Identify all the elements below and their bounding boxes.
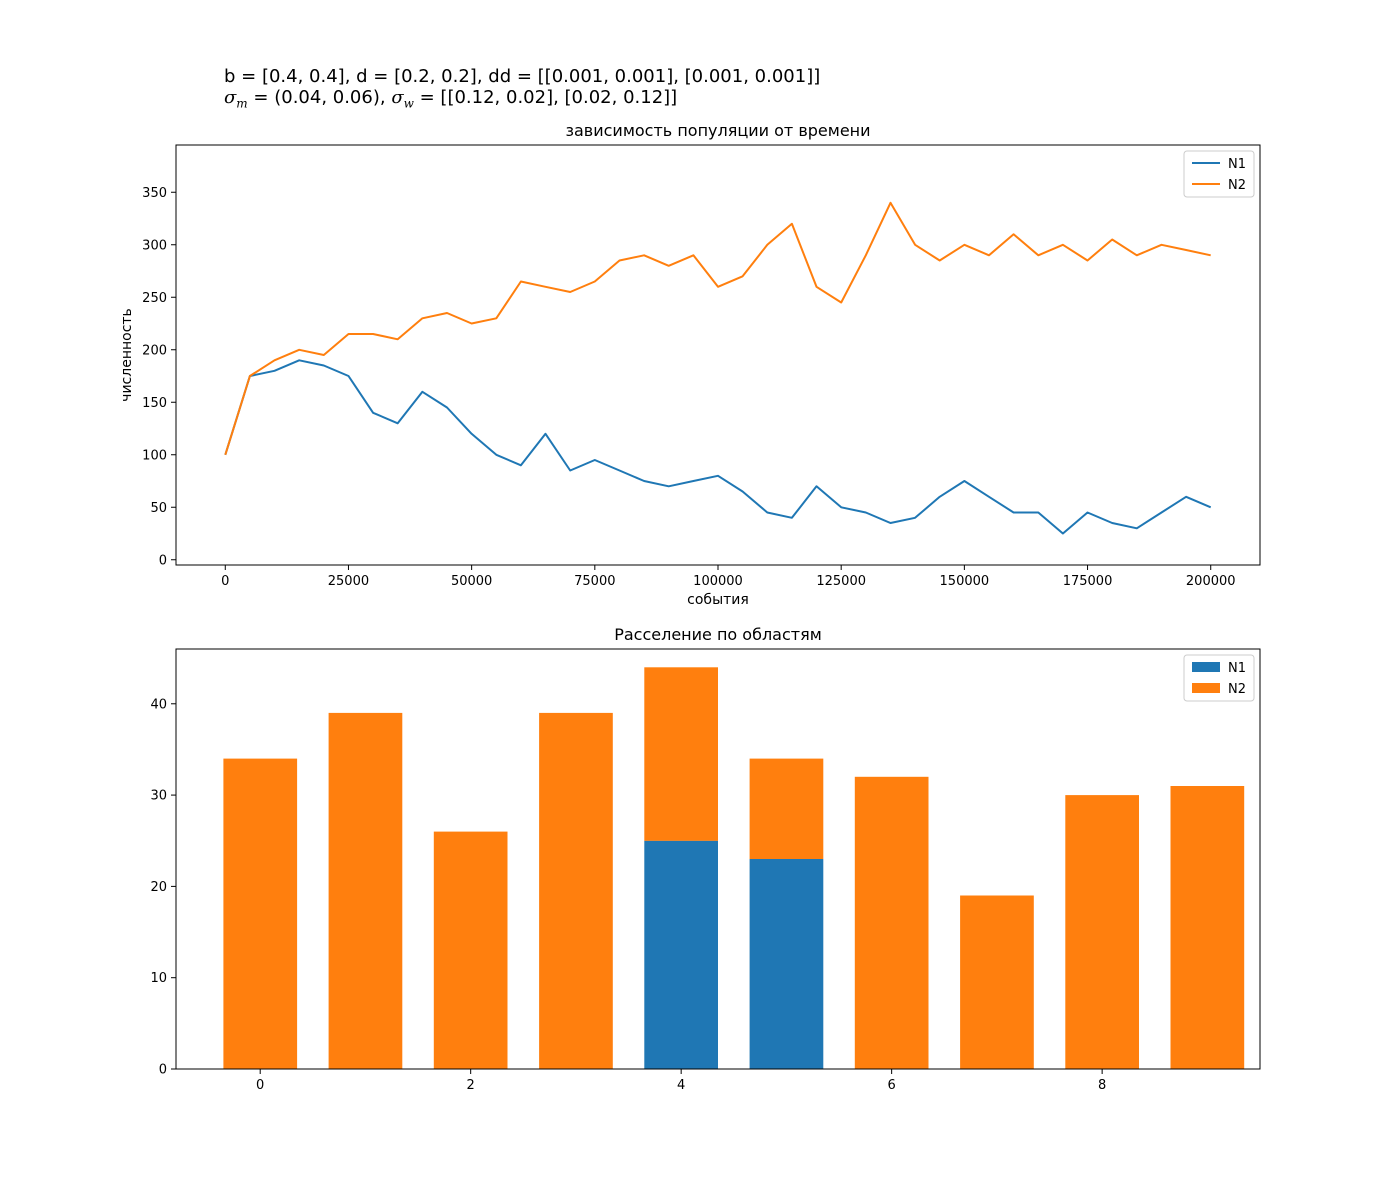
y-tick-label: 30 <box>150 789 167 804</box>
legend-label-n1: N1 <box>1228 157 1246 172</box>
x-tick-label: 175000 <box>1063 574 1113 589</box>
chart-title: Расселение по областям <box>614 625 822 644</box>
sigma-line: σm = (0.04, 0.06), σw = [[0.12, 0.02], [… <box>224 87 678 111</box>
series-line-n1 <box>224 359 1212 535</box>
x-tick-label: 0 <box>221 574 229 589</box>
y-tick-label: 10 <box>150 971 167 986</box>
bar-n1 <box>749 859 824 1069</box>
bar-n2 <box>1065 795 1139 1069</box>
x-tick-label: 150000 <box>940 574 990 589</box>
sigma-m-value: (0.04, 0.06), <box>274 87 392 108</box>
figure-header: b = [0.4, 0.4], d = [0.2, 0.2], dd = [[0… <box>224 66 820 115</box>
x-axis-label: события <box>687 592 749 608</box>
line-chart: зависимость популяции от времени 0 25000 50… <box>119 121 1261 608</box>
sigma-w-value: [[0.12, 0.02], [0.02, 0.12]] <box>440 87 678 108</box>
y-tick-label: 50 <box>150 501 167 516</box>
y-tick-label: 40 <box>150 697 167 712</box>
bar-n2 <box>644 667 718 841</box>
x-tick-label: 125000 <box>816 574 866 589</box>
bar-chart: Расселение по областям 0 2 4 6 8 0 10 20 30 40 N1 N2 <box>150 625 1261 1093</box>
y-tick-label: 150 <box>142 396 167 411</box>
x-tick-label: 8 <box>1098 1078 1106 1093</box>
bar-n2 <box>328 712 403 1069</box>
y-axis-label: численность <box>119 308 135 402</box>
parameters-line: b = [0.4, 0.4], d = [0.2, 0.2], dd = [[0… <box>224 66 821 87</box>
y-tick-label: 200 <box>142 343 167 358</box>
x-tick-label: 0 <box>256 1078 264 1093</box>
x-tick-label: 50000 <box>451 574 492 589</box>
bar-n2 <box>223 758 298 1069</box>
y-tick-label: 250 <box>142 291 167 306</box>
bar-n2 <box>749 758 824 859</box>
legend-label-n2: N2 <box>1228 682 1246 697</box>
bar-n2 <box>854 776 929 1069</box>
bar-n1 <box>644 840 718 1069</box>
y-tick-label: 0 <box>159 553 167 568</box>
x-tick-label: 4 <box>677 1078 685 1093</box>
plot-frame <box>175 144 1261 566</box>
series-line-n2 <box>224 201 1211 456</box>
y-tick-label: 0 <box>159 1063 167 1078</box>
x-tick-label: 200000 <box>1186 574 1236 589</box>
x-tick-label: 6 <box>888 1078 896 1093</box>
y-tick-label: 20 <box>150 880 167 895</box>
x-tick-label: 100000 <box>693 574 743 589</box>
legend-swatch-n1 <box>1192 662 1220 672</box>
x-tick-label: 25000 <box>328 574 369 589</box>
bar-n2 <box>960 895 1034 1069</box>
x-tick-label: 75000 <box>574 574 615 589</box>
bar-n2 <box>433 831 508 1069</box>
y-tick-label: 100 <box>142 448 167 463</box>
bar-n2 <box>1170 786 1245 1069</box>
chart-title: зависимость популяции от времени <box>565 121 870 140</box>
legend-swatch-n2 <box>1192 683 1220 693</box>
legend-label-n2: N2 <box>1228 178 1246 193</box>
bar-n2 <box>539 712 613 1069</box>
x-tick-label: 2 <box>467 1078 475 1093</box>
y-tick-label: 300 <box>142 238 167 253</box>
y-tick-label: 350 <box>142 186 167 201</box>
plot-frame <box>175 648 1261 1070</box>
legend-label-n1: N1 <box>1228 661 1246 676</box>
